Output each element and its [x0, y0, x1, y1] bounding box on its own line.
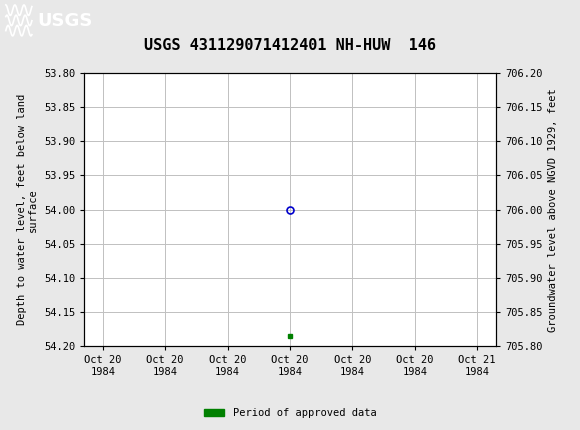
Y-axis label: Groundwater level above NGVD 1929, feet: Groundwater level above NGVD 1929, feet — [548, 88, 558, 332]
Text: USGS: USGS — [38, 12, 93, 30]
Y-axis label: Depth to water level, feet below land
surface: Depth to water level, feet below land su… — [17, 94, 38, 325]
Legend: Period of approved data: Period of approved data — [200, 404, 380, 423]
Text: USGS 431129071412401 NH-HUW  146: USGS 431129071412401 NH-HUW 146 — [144, 38, 436, 52]
